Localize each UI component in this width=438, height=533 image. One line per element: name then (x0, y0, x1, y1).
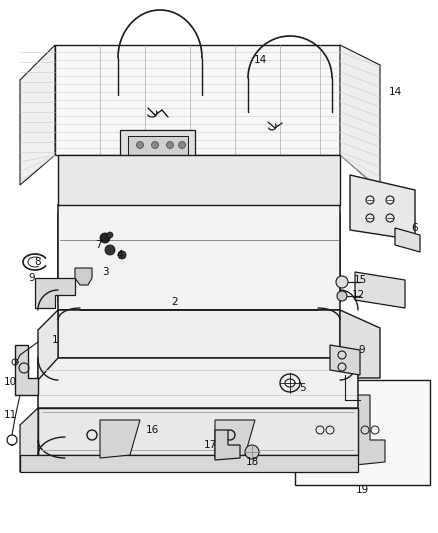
Text: 1: 1 (52, 335, 58, 345)
Polygon shape (215, 430, 240, 460)
Polygon shape (35, 278, 75, 308)
Polygon shape (58, 155, 340, 205)
Polygon shape (15, 345, 38, 395)
Text: 12: 12 (351, 290, 364, 300)
Text: 11: 11 (4, 410, 17, 420)
Circle shape (245, 445, 259, 459)
Text: 6: 6 (412, 223, 418, 233)
Polygon shape (330, 345, 360, 375)
Polygon shape (350, 175, 415, 240)
Polygon shape (20, 408, 38, 472)
Text: 19: 19 (355, 485, 369, 495)
Polygon shape (38, 408, 358, 455)
Text: 4: 4 (117, 250, 124, 260)
Polygon shape (75, 268, 92, 285)
Circle shape (152, 141, 159, 149)
Polygon shape (340, 45, 380, 190)
Circle shape (336, 276, 348, 288)
Text: 16: 16 (145, 425, 159, 435)
Polygon shape (55, 45, 340, 155)
Text: 14: 14 (253, 55, 267, 65)
Text: 3: 3 (102, 267, 108, 277)
Polygon shape (120, 130, 195, 160)
Circle shape (179, 141, 186, 149)
Polygon shape (395, 228, 420, 252)
Polygon shape (340, 310, 380, 378)
Polygon shape (58, 205, 340, 310)
Text: 7: 7 (95, 240, 101, 250)
Circle shape (118, 251, 126, 259)
Polygon shape (355, 272, 405, 308)
Polygon shape (58, 310, 340, 358)
Polygon shape (295, 380, 430, 485)
Text: 2: 2 (172, 297, 178, 307)
Text: 14: 14 (389, 87, 402, 97)
Text: 5: 5 (299, 383, 305, 393)
Circle shape (105, 245, 115, 255)
Text: 8: 8 (35, 257, 41, 267)
Circle shape (100, 233, 110, 243)
Polygon shape (355, 395, 385, 465)
Circle shape (137, 141, 144, 149)
Text: 9: 9 (359, 345, 365, 355)
Circle shape (166, 141, 173, 149)
Text: 9: 9 (28, 273, 35, 283)
Polygon shape (38, 310, 58, 380)
Polygon shape (20, 45, 55, 185)
Text: 17: 17 (203, 440, 217, 450)
Polygon shape (128, 136, 188, 155)
Polygon shape (38, 358, 358, 408)
Polygon shape (100, 420, 140, 458)
Polygon shape (20, 455, 358, 472)
Circle shape (337, 291, 347, 301)
Polygon shape (310, 395, 340, 465)
Text: 15: 15 (353, 275, 367, 285)
Circle shape (107, 232, 113, 238)
Text: 18: 18 (245, 457, 258, 467)
Polygon shape (215, 420, 255, 458)
Text: 10: 10 (4, 377, 17, 387)
